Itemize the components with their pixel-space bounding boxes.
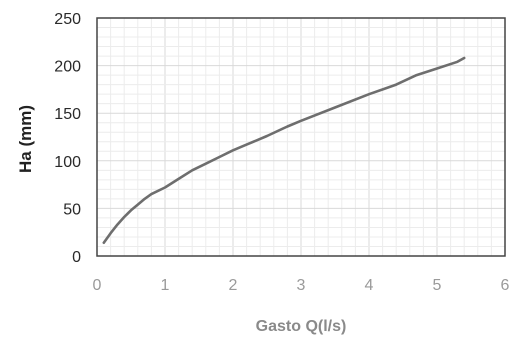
y-tick-label: 50 [63,201,81,218]
plot-frame [96,17,506,257]
y-axis-label: Ha (mm) [16,105,35,173]
x-tick-label: 0 [93,277,102,294]
x-tick-labels: 0 1 2 3 4 5 6 [93,277,510,294]
x-tick-label: 1 [161,277,170,294]
series-layer [102,56,466,244]
x-tick-label: 4 [365,277,374,294]
x-tick-label: 3 [297,277,306,294]
series-line-0 [102,56,466,244]
y-tick-labels: 0 50 100 150 200 250 [54,11,81,266]
y-tick-label: 250 [54,11,81,28]
y-tick-label: 200 [54,59,81,76]
x-tick-label: 2 [229,277,238,294]
y-tick-label: 100 [54,154,81,171]
y-tick-label: 0 [72,249,81,266]
x-tick-label: 6 [501,277,510,294]
x-tick-label: 5 [433,277,442,294]
grid [96,17,506,257]
y-tick-label: 150 [54,106,81,123]
x-axis-label: Gasto Q(l/s) [256,318,347,335]
